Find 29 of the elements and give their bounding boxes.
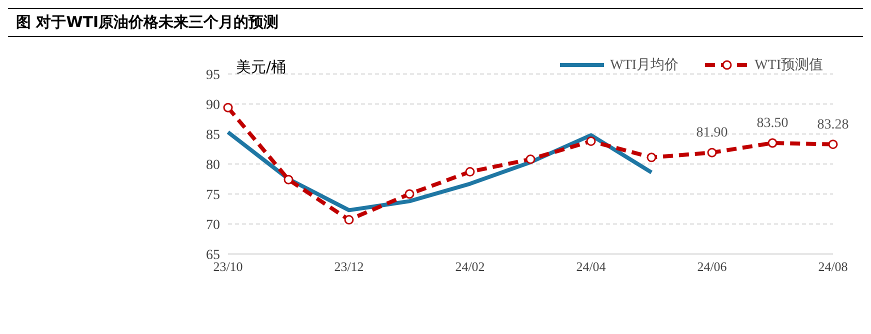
y-tick-label: 85: [206, 128, 220, 143]
point: [284, 174, 294, 184]
point: [646, 152, 656, 162]
data-label: 83.28: [817, 117, 849, 132]
point: [828, 140, 838, 150]
x-tick-label: 24/04: [576, 259, 606, 274]
point: [768, 138, 778, 148]
point: [526, 154, 536, 164]
chart-title: 图 对于WTI原油价格未来三个月的预测: [8, 8, 863, 37]
y-axis-title: 美元/桶: [236, 58, 286, 77]
point: [404, 189, 414, 199]
y-tick-label: 95: [206, 68, 220, 83]
y-tick-label: 75: [206, 188, 220, 203]
point: [223, 102, 233, 112]
point: [465, 167, 475, 177]
x-tick-label: 24/06: [697, 259, 728, 274]
point: [586, 136, 596, 146]
point: [707, 148, 717, 158]
legend-label: WTI预测值: [754, 56, 823, 74]
y-tick-label: 80: [206, 158, 220, 173]
data-label: 81.90: [696, 126, 728, 141]
x-tick-label: 24/02: [455, 259, 485, 274]
y-tick-label: 70: [206, 218, 220, 233]
legend-label: WTI月均价: [610, 56, 679, 74]
y-tick-label: 90: [206, 98, 220, 113]
point: [344, 215, 354, 225]
data-label: 83.50: [756, 116, 788, 131]
x-tick-label: 24/08: [818, 259, 848, 274]
x-tick-label: 23/12: [334, 259, 364, 274]
